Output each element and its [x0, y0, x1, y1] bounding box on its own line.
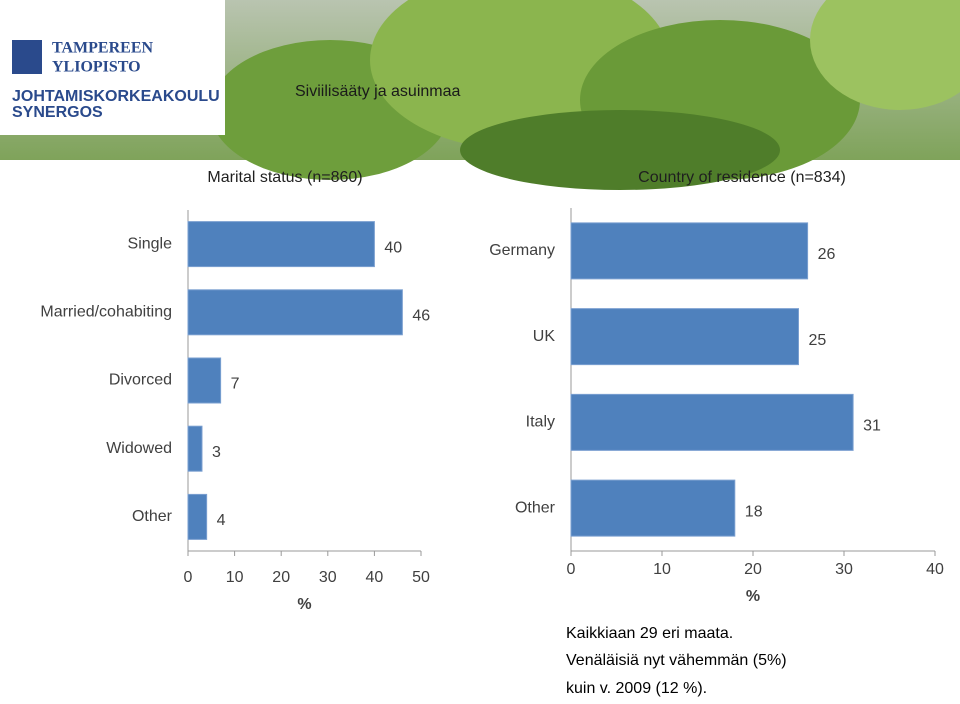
bar — [187, 221, 375, 268]
x-tick-label: 10 — [653, 561, 671, 578]
y-tick-label: UK — [533, 328, 556, 345]
y-tick-label: Germany — [489, 242, 555, 259]
x-tick-label: 20 — [272, 569, 290, 586]
value-label: 18 — [745, 503, 763, 520]
bar — [187, 289, 403, 336]
x-tick-label: 30 — [319, 569, 337, 586]
bar — [570, 479, 736, 537]
x-tick-label: 20 — [744, 561, 762, 578]
x-tick-label: 0 — [567, 561, 576, 578]
y-tick-label: Widowed — [106, 440, 172, 457]
logo-text: YLIOPISTO — [52, 59, 141, 76]
y-tick-label: Other — [132, 508, 173, 525]
value-label: 31 — [863, 418, 881, 435]
x-axis-label: % — [297, 596, 311, 613]
slide-title: Siviilisääty ja asuinmaa — [295, 83, 461, 100]
y-tick-label: Italy — [526, 414, 555, 431]
logo-text: SYNERGOS — [12, 104, 103, 121]
y-tick-label: Single — [128, 235, 173, 252]
x-tick-label: 40 — [366, 569, 384, 586]
chart-title: Country of residence (n=834) — [638, 169, 846, 186]
value-label: 40 — [384, 239, 402, 256]
note: Venäläisiä nyt vähemmän (5%) — [566, 652, 787, 669]
value-label: 46 — [412, 308, 430, 325]
y-tick-label: Other — [515, 499, 556, 516]
y-tick-label: Married/cohabiting — [40, 304, 172, 321]
chart-title: Marital status (n=860) — [207, 169, 362, 186]
bar — [570, 222, 809, 280]
x-axis-label: % — [746, 588, 760, 605]
note: Kaikkiaan 29 eri maata. — [566, 625, 733, 642]
value-label: 3 — [212, 444, 221, 461]
x-tick-label: 0 — [184, 569, 193, 586]
logo: TAMPEREEN YLIOPISTO JOHTAMISKORKEAKOULU … — [0, 0, 225, 135]
x-tick-label: 40 — [926, 561, 944, 578]
bar — [187, 425, 203, 472]
bar — [187, 357, 222, 404]
value-label: 26 — [818, 246, 836, 263]
x-tick-label: 50 — [412, 569, 430, 586]
value-label: 7 — [231, 376, 240, 393]
logo-text: JOHTAMISKORKEAKOULU — [12, 88, 220, 105]
y-tick-label: Divorced — [109, 372, 172, 389]
x-tick-label: 30 — [835, 561, 853, 578]
value-label: 25 — [809, 332, 827, 349]
value-label: 4 — [217, 512, 226, 529]
x-tick-label: 10 — [226, 569, 244, 586]
bar — [570, 308, 799, 366]
bar — [187, 493, 208, 540]
logo-text: TAMPEREEN — [52, 40, 153, 57]
note: kuin v. 2009 (12 %). — [566, 680, 707, 697]
bar — [570, 393, 854, 451]
